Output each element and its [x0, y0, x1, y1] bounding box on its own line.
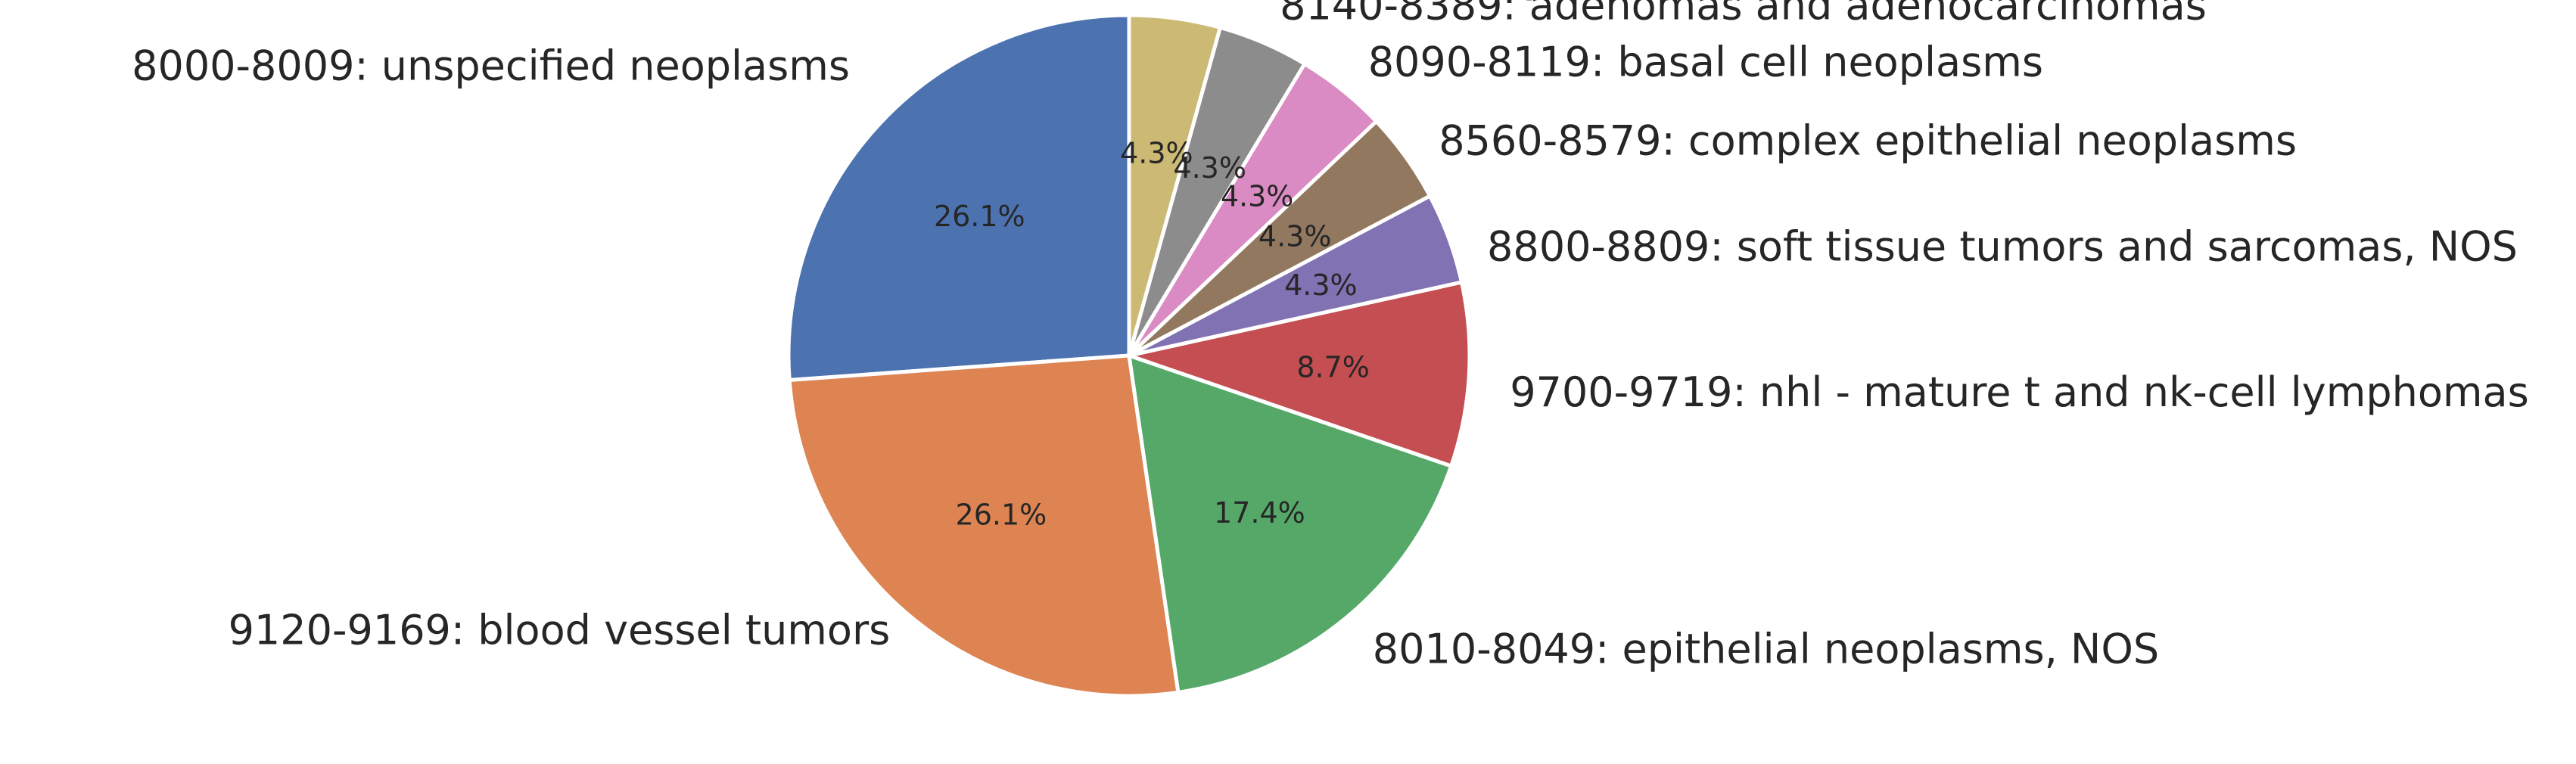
pie-slice	[787, 353, 1181, 698]
slice-percent-label: 4.3%	[1120, 137, 1193, 170]
slice-percent-label: 17.4%	[1214, 496, 1305, 530]
slice-category-label: 8010-8049: epithelial neoplasms, NOS	[1373, 625, 2159, 672]
slice-category-label: 8000-8009: unspecified neoplasms	[132, 42, 850, 89]
slice-category-label: 8560-8579: complex epithelial neoplasms	[1439, 116, 2297, 164]
pie-slice	[1127, 280, 1472, 468]
pie-slices	[786, 13, 1472, 698]
slice-percent-label: 8.7%	[1296, 350, 1370, 384]
slice-percent-label: 26.1%	[934, 200, 1025, 233]
slice-percent-label: 4.3%	[1221, 180, 1294, 213]
slice-percent-label: 4.3%	[1173, 151, 1246, 185]
slice-category-label: 9120-9169: blood vessel tumors	[229, 606, 891, 654]
slice-category-label: 8090-8119: basal cell neoplasms	[1368, 39, 2043, 86]
slice-category-label: 8140-8389: adenomas and adenocarcinomas	[1280, 0, 2207, 30]
pie-slice	[786, 13, 1131, 383]
pie-slice	[1127, 13, 1222, 358]
percent-labels: 26.1%26.1% 17.4%8.7%4.3%4.3%4.3%4.3%4.3%	[934, 137, 1370, 532]
slice-category-label: 9590-9599: malignant lymphomas, NOS or d…	[1181, 0, 2208, 2]
slice-percent-label: 26.1%	[956, 498, 1047, 532]
slice-percent-label: 4.3%	[1258, 219, 1332, 253]
category-labels: 8000-8009: unspecified neoplasms 9120-916…	[132, 0, 2529, 672]
slice-category-label: 8800-8809: soft tissue tumors and sarcom…	[1487, 223, 2518, 271]
slice-category-label: 9700-9719: nhl - mature t and nk-cell ly…	[1510, 368, 2529, 416]
slice-percent-label: 4.3%	[1284, 269, 1358, 302]
